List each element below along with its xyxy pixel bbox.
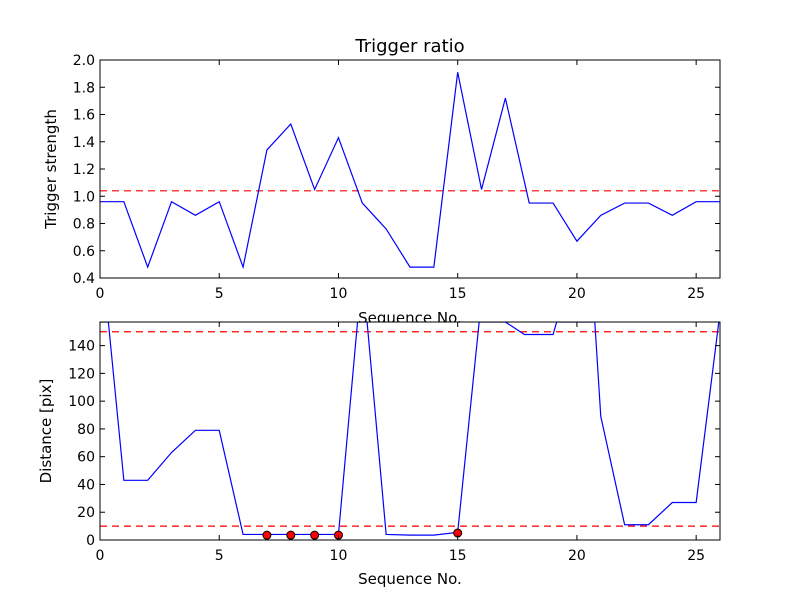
- data-point-marker: [262, 530, 272, 540]
- plot-frame: [99, 321, 721, 541]
- y-ticks: 0.4 0.6 0.8 1.0 1.2 1.4 1.6 1.8 2.0: [73, 53, 720, 287]
- x-ticks: 0 5 10 15 20 25: [96, 322, 705, 564]
- y-tick-label: 1.2: [73, 162, 95, 178]
- y-tick-label: 1.4: [73, 135, 95, 151]
- y-ticks: 0 20 40 60 80 100 120 140: [68, 339, 720, 549]
- chart-title: Trigger ratio: [354, 36, 464, 57]
- data-point-marker: [310, 530, 320, 540]
- y-tick-label: 1.6: [73, 108, 95, 124]
- y-axis-label: Trigger strength: [42, 109, 60, 230]
- plot-area: [100, 60, 720, 278]
- plot-frame: [99, 59, 721, 279]
- x-tick-label: 0: [96, 286, 105, 302]
- x-tick-label: 5: [215, 286, 224, 302]
- x-tick-label: 25: [687, 286, 705, 302]
- y-tick-label: 1.8: [73, 80, 95, 96]
- y-tick-label: 120: [68, 366, 95, 382]
- data-point-marker: [286, 530, 296, 540]
- y-axis-label: Distance [pix]: [37, 379, 55, 484]
- threshold-lines: [100, 331, 720, 527]
- x-tick-label: 20: [568, 548, 586, 564]
- y-tick-label: 80: [77, 422, 95, 438]
- y-tick-label: 0: [86, 533, 95, 549]
- trigger-ratio-panel: Trigger ratio 0 5 10 15 20 25 0.4 0.6 0.8 1.0 1.2…: [42, 36, 721, 327]
- marker-group: [262, 528, 463, 540]
- x-tick-label: 10: [330, 286, 348, 302]
- series-group: [100, 72, 720, 270]
- y-tick-label: 60: [77, 450, 95, 466]
- y-tick-label: 2.0: [73, 53, 95, 69]
- y-tick-label: 0.8: [73, 217, 95, 233]
- distance-panel: 0 5 10 15 20 25 0 20 40 60 80 100 120 140 Sequence N…: [37, 321, 721, 588]
- series-group: [100, 322, 720, 536]
- x-ticks: 0 5 10 15 20 25: [96, 60, 705, 302]
- y-tick-label: 1.0: [73, 189, 95, 205]
- x-tick-label: 20: [568, 286, 586, 302]
- x-tick-label: 15: [449, 286, 467, 302]
- series-line: [100, 72, 720, 270]
- y-tick-label: 20: [77, 505, 95, 521]
- x-tick-label: 0: [96, 548, 105, 564]
- x-tick-label: 15: [449, 548, 467, 564]
- y-tick-label: 0.6: [73, 244, 95, 260]
- y-tick-label: 40: [77, 477, 95, 493]
- x-axis-label: Sequence No.: [358, 570, 462, 588]
- series-line: [100, 322, 720, 536]
- x-tick-label: 10: [330, 548, 348, 564]
- y-tick-label: 0.4: [73, 271, 95, 287]
- y-tick-label: 100: [68, 394, 95, 410]
- x-tick-label: 25: [687, 548, 705, 564]
- plot-area: [100, 322, 720, 540]
- x-tick-label: 5: [215, 548, 224, 564]
- y-tick-label: 140: [68, 339, 95, 355]
